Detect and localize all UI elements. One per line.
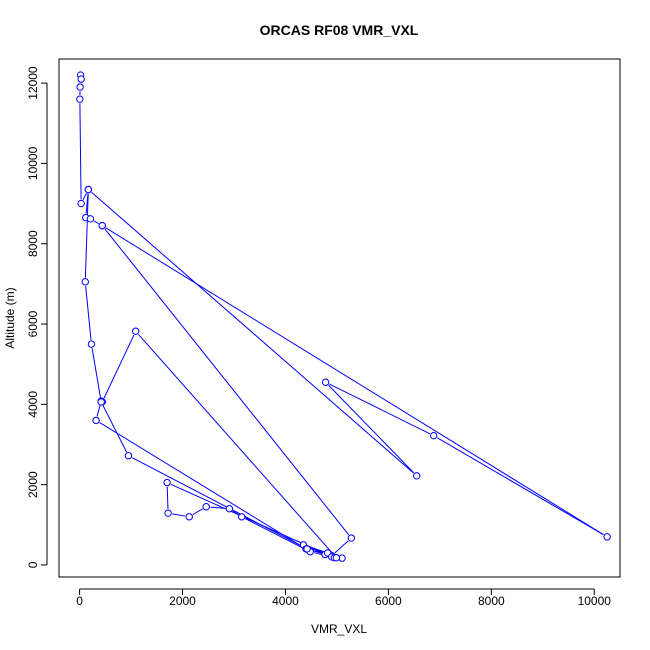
data-point bbox=[124, 452, 133, 460]
data-point bbox=[87, 340, 96, 348]
data-point bbox=[303, 545, 311, 553]
series-segment bbox=[334, 540, 349, 554]
series-segment bbox=[79, 103, 82, 200]
y-tick-label: 4000 bbox=[26, 391, 40, 418]
data-point bbox=[321, 378, 330, 386]
series-segment bbox=[105, 227, 604, 536]
series-segment bbox=[138, 334, 335, 555]
plot-frame bbox=[58, 58, 621, 578]
x-tick-label: 8000 bbox=[478, 594, 505, 608]
x-tick-label: 6000 bbox=[375, 594, 402, 608]
y-axis-label: Altitude (m) bbox=[3, 287, 17, 348]
data-point bbox=[86, 215, 95, 223]
series-segment bbox=[172, 513, 186, 517]
data-point bbox=[413, 472, 421, 480]
series-segment bbox=[210, 506, 226, 509]
series-segment bbox=[99, 422, 303, 548]
x-tick-label: 10000 bbox=[578, 594, 612, 608]
data-point bbox=[163, 478, 171, 487]
series-segment bbox=[82, 193, 87, 201]
x-axis: 0 2000 4000 6000 8000 10000 bbox=[76, 588, 612, 608]
y-tick-label: 10000 bbox=[26, 146, 40, 180]
y-axis: 0 2000 4000 6000 8000 10000 12000 bbox=[26, 66, 48, 568]
x-tick-label: 0 bbox=[76, 594, 83, 608]
y-tick-label: 2000 bbox=[26, 471, 40, 498]
data-point bbox=[164, 509, 172, 517]
data-point bbox=[77, 199, 85, 208]
data-series bbox=[76, 71, 611, 562]
series-segment bbox=[245, 518, 307, 551]
x-axis-label: VMR_VXL bbox=[311, 622, 367, 636]
series-segment bbox=[84, 193, 89, 278]
series-segment bbox=[102, 405, 128, 453]
series-segment bbox=[329, 383, 431, 435]
data-point bbox=[77, 75, 85, 83]
data-point bbox=[98, 221, 106, 230]
data-point bbox=[238, 513, 246, 521]
y-tick-label: 8000 bbox=[26, 230, 40, 257]
x-tick-label: 4000 bbox=[272, 594, 299, 608]
data-point bbox=[347, 534, 356, 542]
data-point bbox=[97, 398, 105, 406]
data-point bbox=[185, 513, 193, 521]
data-point bbox=[81, 278, 89, 286]
y-tick-label: 12000 bbox=[26, 66, 40, 100]
chart-title: ORCAS RF08 VMR_VXL bbox=[260, 22, 419, 38]
y-tick-label: 6000 bbox=[26, 310, 40, 337]
data-point bbox=[131, 327, 140, 335]
series-segment bbox=[96, 405, 101, 417]
series-segment bbox=[104, 228, 350, 536]
series-segment bbox=[328, 384, 415, 474]
data-point bbox=[76, 95, 84, 103]
series-segment bbox=[85, 285, 92, 340]
series-segment bbox=[131, 457, 304, 548]
data-point bbox=[76, 83, 84, 91]
x-tick-label: 2000 bbox=[169, 594, 196, 608]
data-point bbox=[225, 505, 234, 513]
series-segment bbox=[91, 191, 414, 474]
series-segment bbox=[93, 220, 99, 224]
data-point bbox=[92, 416, 100, 425]
data-point bbox=[84, 185, 93, 194]
data-point bbox=[429, 431, 438, 440]
data-point bbox=[202, 503, 210, 511]
y-tick-label: 0 bbox=[26, 561, 40, 568]
series-segment bbox=[103, 334, 135, 399]
series-segment bbox=[437, 437, 604, 536]
series-segment bbox=[192, 508, 203, 516]
series-segment bbox=[91, 348, 101, 398]
series-segment bbox=[166, 486, 169, 509]
data-point bbox=[603, 533, 611, 541]
data-point bbox=[332, 554, 341, 562]
